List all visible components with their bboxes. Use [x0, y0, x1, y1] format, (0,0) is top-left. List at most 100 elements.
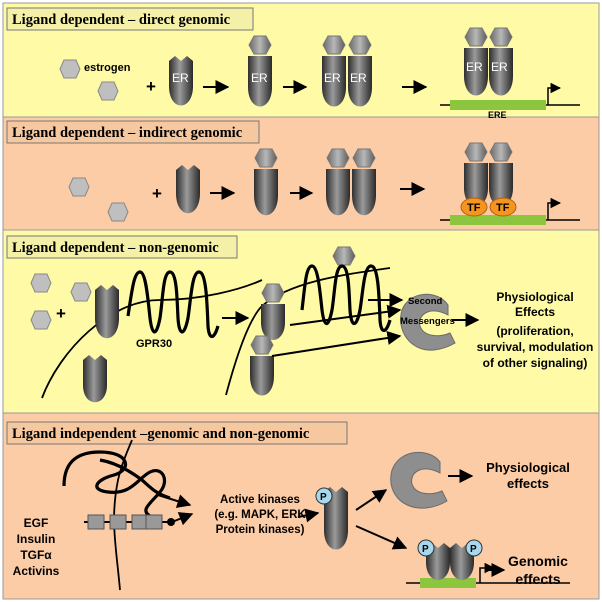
- estrogen-ligand-icon: [322, 35, 346, 55]
- growth-factor-label: TGFα: [20, 548, 52, 562]
- panel-1-title-box: [6, 7, 254, 31]
- signal-arrow: [289, 304, 402, 326]
- plus-sign: +: [152, 184, 162, 203]
- estrogen-receptor-icon: [326, 169, 350, 216]
- second-messenger-icon: [400, 293, 456, 351]
- panel-2-title-box: [6, 120, 260, 144]
- estrogen-ligand-icon: [30, 310, 52, 330]
- estrogen-ligand-icon: [352, 148, 376, 168]
- growth-factor-label: Insulin: [17, 532, 56, 546]
- estrogen-ligand-icon: [489, 27, 513, 47]
- physiological-effects-label: Physiological: [486, 460, 570, 475]
- genomic-effects-label: effects: [515, 571, 560, 587]
- estrogen-ligand-icon: [261, 283, 285, 303]
- receptor-label: ER: [172, 71, 189, 85]
- estrogen-receptor-icon: [261, 304, 285, 340]
- active-kinases-label: Active kinases: [220, 494, 300, 506]
- receptor-label: ER: [324, 71, 341, 85]
- estrogen-ligand-icon: [489, 142, 513, 162]
- estrogen-receptor-icon: [489, 48, 513, 96]
- estrogen-ligand-icon: [248, 35, 272, 55]
- estrogen-ligand-icon: [59, 59, 81, 79]
- estrogen-receptor-icon: [352, 169, 376, 216]
- physiological-effects-label: of other signaling): [483, 356, 588, 370]
- ere-dna-element: [450, 100, 546, 110]
- panel-4-title: Ligand independent –genomic and non-geno…: [12, 426, 310, 442]
- cell-membrane: [41, 279, 263, 399]
- phosphate-icon: [465, 539, 483, 557]
- estrogen-receptor-icon: [324, 487, 348, 550]
- estrogen-receptor-icon: [464, 163, 488, 206]
- gpr30-coil: [300, 264, 392, 333]
- estrogen-ligand-icon: [68, 177, 90, 197]
- gpr30-coil: [126, 270, 220, 339]
- estrogen-ligand-icon: [107, 202, 129, 222]
- growth-factor-label: Activins: [13, 564, 60, 578]
- estrogen-ligand-icon: [464, 142, 488, 162]
- receptor-label: ER: [491, 60, 508, 74]
- kinase-receptor-domain: [87, 514, 105, 530]
- phospho-label: P: [320, 492, 327, 503]
- estrogen-ligand-icon: [97, 81, 119, 101]
- estrogen-receptor-icon: [322, 56, 346, 107]
- receptor-coil: [62, 450, 166, 518]
- ere-label: ERE: [488, 110, 507, 120]
- panel-2-title: Ligand dependent – indirect genomic: [12, 125, 243, 141]
- panel-3-title-box: [6, 235, 238, 259]
- estrogen-receptor-icon: [250, 356, 274, 396]
- receptor-label: ER: [350, 71, 367, 85]
- plus-sign: +: [56, 304, 66, 323]
- estrogen-ligand-icon: [254, 148, 278, 168]
- active-kinases-label: (e.g. MAPK, ERK: [214, 509, 306, 521]
- dna-element: [450, 215, 546, 225]
- kinase-receptor-domain: [109, 514, 127, 530]
- estrogen-label: estrogen: [84, 62, 131, 74]
- signal-arrow: [355, 489, 388, 511]
- physiological-effects-label: effects: [507, 476, 549, 491]
- step-arrow: [297, 508, 320, 523]
- dna-element: [420, 578, 476, 588]
- phospho-label: P: [422, 544, 429, 555]
- estrogen-ligand-icon: [70, 282, 92, 302]
- signal-arrow: [355, 525, 408, 550]
- gpr30-label: GPR30: [136, 338, 172, 350]
- receptor-label: ER: [251, 71, 268, 85]
- physiological-effects-label: survival, modulation: [477, 340, 594, 354]
- genomic-effects-label: Genomic: [508, 553, 568, 569]
- estrogen-receptor-icon: [464, 48, 488, 96]
- cell-membrane: [113, 439, 133, 591]
- active-kinases-label: Protein kinases): [216, 524, 305, 536]
- tf-label: TF: [496, 202, 510, 214]
- receptor-label: ER: [466, 60, 483, 74]
- kinase-receptor-domain: [145, 514, 163, 530]
- estrogen-receptor-icon: [95, 285, 119, 339]
- estrogen-ligand-icon: [348, 35, 372, 55]
- phosphate-icon: [315, 487, 333, 505]
- transcription-start-arrow: [547, 197, 562, 220]
- physiological-effects-label: Physiological: [496, 290, 573, 304]
- receptor-end: [167, 518, 175, 526]
- transcription-start-arrow: [547, 82, 562, 105]
- signaling-molecule-icon: [390, 451, 448, 509]
- estrogen-ligand-icon: [250, 335, 274, 355]
- estrogen-ligand-icon: [332, 246, 356, 266]
- estrogen-ligand-icon: [30, 273, 52, 293]
- estrogen-receptor-icon: [489, 163, 513, 206]
- second-messengers-label: Second: [408, 296, 443, 307]
- phosphate-icon: [417, 539, 435, 557]
- panel-3-title: Ligand dependent – non-genomic: [12, 240, 219, 256]
- tf-label: TF: [467, 202, 481, 214]
- receptor-coil: [99, 458, 171, 500]
- transcription-factor-icon: [489, 197, 517, 217]
- physiological-effects-label: Effects: [515, 305, 555, 319]
- panel-1-title: Ligand dependent – direct genomic: [12, 12, 231, 28]
- signal-arrow: [271, 331, 402, 357]
- estrogen-receptor-icon: [248, 56, 272, 107]
- estrogen-ligand-icon: [464, 27, 488, 47]
- plus-sign: +: [146, 77, 156, 96]
- transcription-factor-icon: [460, 197, 488, 217]
- estrogen-receptor-icon: [176, 165, 200, 214]
- estrogen-receptor-icon: [83, 355, 107, 403]
